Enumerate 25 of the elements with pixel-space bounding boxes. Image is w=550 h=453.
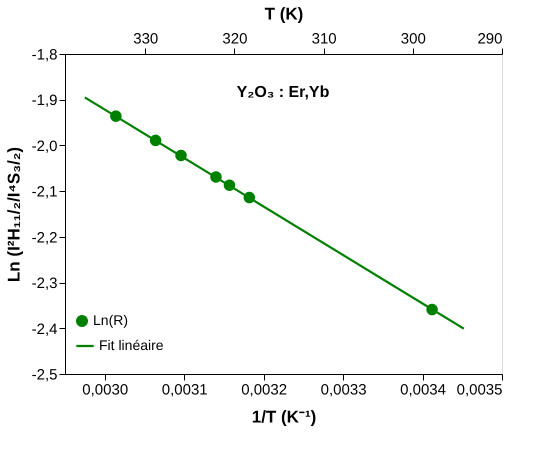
y-axis-title: Ln (I²H₁₁/₂/I⁴S₃/₂) xyxy=(4,146,24,282)
y-tick-label: -2,1 xyxy=(32,184,58,201)
x-tick-label: 0,0035 xyxy=(456,382,502,398)
y-tick-label: -2,0 xyxy=(32,138,58,155)
legend-label: Ln(R) xyxy=(93,312,128,328)
x-tick-label: 0,0031 xyxy=(162,382,208,398)
x-tick-label: 0,0032 xyxy=(241,382,288,398)
y-tick-label: -1,9 xyxy=(32,92,58,110)
annotation: Y₂O₃ : Er,Yb xyxy=(236,84,330,101)
x2-tick-label: 320 xyxy=(222,30,248,48)
y-tick-label: -1,8 xyxy=(32,46,58,64)
x-axis-title: 1/T (K⁻¹) xyxy=(252,408,316,426)
y-tick-label: -2,4 xyxy=(32,320,58,338)
y-tick-label: -2,5 xyxy=(32,366,58,384)
x2-axis-title: T (K) xyxy=(264,4,304,24)
x2-tick-label: 330 xyxy=(133,30,158,48)
x2-tick-label: 310 xyxy=(312,30,337,48)
legend-label: Fit linéaire xyxy=(99,337,164,353)
x-tick-label: 0,0034 xyxy=(400,382,446,398)
x2-tick-label: 300 xyxy=(400,30,426,48)
y-tick-label: -2,2 xyxy=(32,229,58,246)
x-tick-label: 0,0033 xyxy=(320,382,367,398)
x2-tick-label: 290 xyxy=(477,30,502,48)
x-tick-label: 0,0030 xyxy=(82,382,128,398)
y-tick-label: -2,3 xyxy=(32,275,58,292)
